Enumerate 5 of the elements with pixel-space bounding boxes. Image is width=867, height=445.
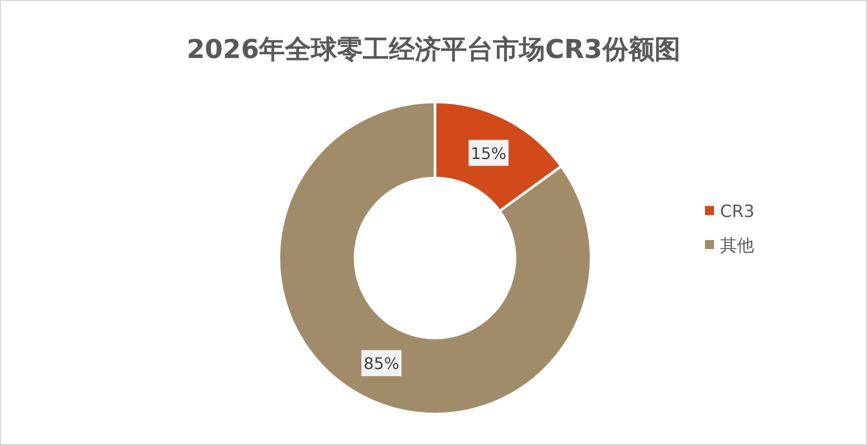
data-label: 15%	[470, 144, 506, 163]
legend-label: 其他	[720, 236, 754, 256]
data-label: 85%	[364, 354, 400, 374]
chart-title: 2026年全球零工经济平台市场CR3份额图	[186, 35, 680, 65]
legend-label: CR3	[720, 202, 754, 222]
